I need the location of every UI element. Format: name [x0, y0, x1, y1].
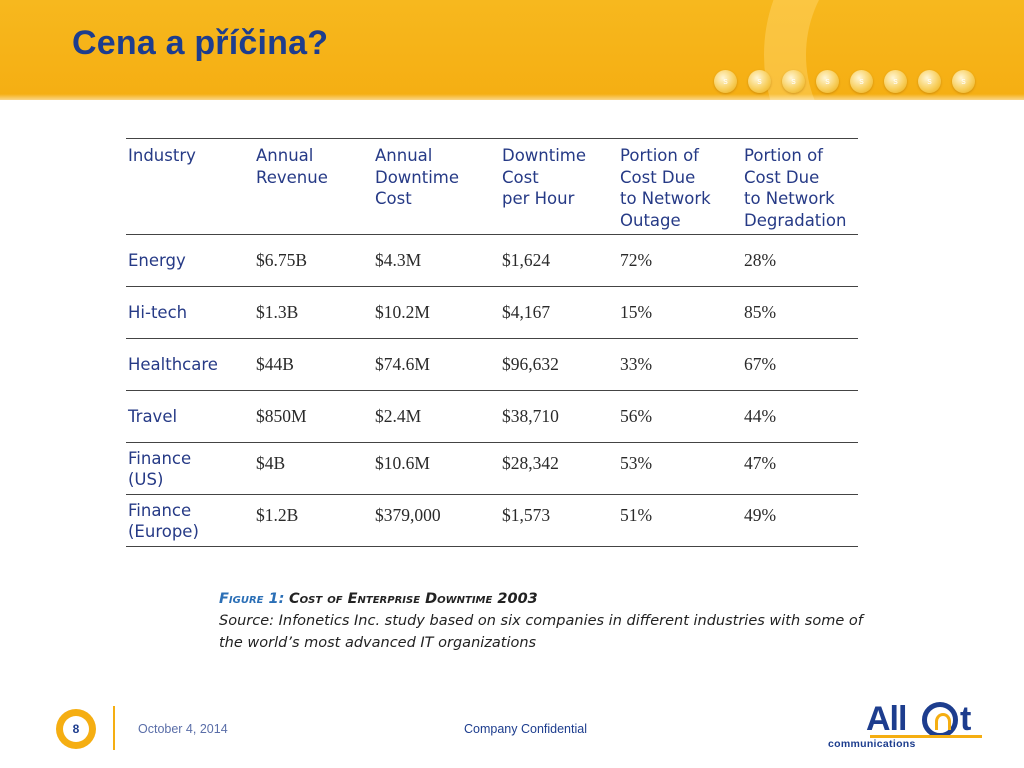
- cell-network-outage-portion: 53%: [620, 453, 653, 473]
- decorative-dot: s: [748, 70, 771, 93]
- logo-wordmark-tail: t: [960, 700, 972, 738]
- table-header-row: Industry Annual Revenue Annual Downtime Cos…: [126, 138, 858, 235]
- cell-downtime-cost-per-hour: $96,632: [502, 354, 559, 374]
- logo-underline: [870, 735, 982, 738]
- table-row: Finance (Europe) $1.2B $379,000 $1,573 51% 49%: [126, 495, 858, 547]
- cell-annual-downtime-cost: $379,000: [375, 505, 441, 525]
- cell-network-outage-portion: 56%: [620, 406, 653, 426]
- decorative-dot: s: [816, 70, 839, 93]
- cell-downtime-cost-per-hour: $28,342: [502, 453, 559, 473]
- footer-confidential: Company Confidential: [464, 722, 587, 736]
- page-number: 8: [63, 716, 89, 742]
- footer-divider: [113, 706, 115, 750]
- cell-annual-revenue: $1.2B: [256, 505, 299, 525]
- cell-downtime-cost-per-hour: $1,573: [502, 505, 551, 525]
- header-annual-revenue: Annual Revenue: [256, 146, 328, 187]
- cell-network-outage-portion: 72%: [620, 250, 653, 270]
- cell-annual-revenue: $44B: [256, 354, 294, 374]
- figure-source: Source: Infonetics Inc. study based on s…: [219, 613, 863, 651]
- cell-network-degradation-portion: 85%: [744, 302, 777, 322]
- downtime-cost-table: Industry Annual Revenue Annual Downtime Cos…: [126, 138, 858, 547]
- cell-industry: Travel: [128, 407, 178, 426]
- cell-annual-revenue: $850M: [256, 406, 307, 426]
- table-row: Hi-tech $1.3B $10.2M $4,167 15% 85%: [126, 287, 858, 339]
- header-network-outage-portion: Portion of Cost Due to Network Outage: [620, 146, 711, 230]
- cell-annual-downtime-cost: $4.3M: [375, 250, 422, 270]
- cell-downtime-cost-per-hour: $1,624: [502, 250, 551, 270]
- cell-industry: Hi-tech: [128, 303, 188, 322]
- allot-logo: All t communications: [826, 698, 988, 754]
- table-row: Travel $850M $2.4M $38,710 56% 44%: [126, 391, 858, 443]
- logo-ring-icon: [922, 702, 958, 738]
- figure-caption: Figure 1: Cost of Enterprise Downtime 20…: [219, 588, 869, 654]
- cell-industry: Finance (US): [128, 448, 192, 489]
- cell-annual-downtime-cost: $2.4M: [375, 406, 422, 426]
- cell-network-outage-portion: 51%: [620, 505, 653, 525]
- header-band: Cena a příčina? s s s s s s s s: [0, 0, 1024, 100]
- header-annual-downtime-cost: Annual Downtime Cost: [375, 146, 460, 208]
- cell-annual-revenue: $1.3B: [256, 302, 299, 322]
- header-downtime-cost-per-hour: Downtime Cost per Hour: [502, 146, 587, 208]
- header-industry: Industry: [128, 146, 196, 165]
- decorative-dot: s: [884, 70, 907, 93]
- cell-downtime-cost-per-hour: $38,710: [502, 406, 559, 426]
- figure-title: Cost of Enterprise Downtime 2003: [289, 591, 538, 607]
- table-body: Energy $6.75B $4.3M $1,624 72% 28% Hi-tech $1.3…: [126, 235, 858, 547]
- cell-network-degradation-portion: 49%: [744, 505, 777, 525]
- table-row: Healthcare $44B $74.6M $96,632 33% 67%: [126, 339, 858, 391]
- cell-annual-revenue: $4B: [256, 453, 286, 473]
- header-network-degradation-portion: Portion of Cost Due to Network Degradation: [744, 146, 847, 230]
- slide-title: Cena a příčina?: [72, 24, 329, 62]
- decorative-dot: s: [918, 70, 941, 93]
- table-row: Finance (US) $4B $10.6M $28,342 53% 47%: [126, 443, 858, 495]
- figure-label: Figure 1:: [219, 591, 285, 607]
- cell-industry: Energy: [128, 251, 186, 270]
- page-number-badge: 8: [56, 709, 96, 749]
- cell-network-outage-portion: 33%: [620, 354, 653, 374]
- cell-industry: Healthcare: [128, 355, 218, 374]
- cell-network-degradation-portion: 47%: [744, 453, 777, 473]
- footer-date: October 4, 2014: [138, 722, 228, 736]
- cell-network-degradation-portion: 28%: [744, 250, 777, 270]
- cell-network-outage-portion: 15%: [620, 302, 653, 322]
- cell-annual-downtime-cost: $74.6M: [375, 354, 430, 374]
- decorative-dot: s: [782, 70, 805, 93]
- table-row: Energy $6.75B $4.3M $1,624 72% 28%: [126, 235, 858, 287]
- cell-annual-downtime-cost: $10.6M: [375, 453, 430, 473]
- decorative-dot: s: [952, 70, 975, 93]
- cell-annual-downtime-cost: $10.2M: [375, 302, 430, 322]
- cell-network-degradation-portion: 67%: [744, 354, 777, 374]
- cell-downtime-cost-per-hour: $4,167: [502, 302, 551, 322]
- cell-industry: Finance (Europe): [128, 500, 199, 541]
- cell-network-degradation-portion: 44%: [744, 406, 777, 426]
- decorative-dots: s s s s s s s s: [714, 70, 975, 93]
- decorative-dot: s: [714, 70, 737, 93]
- decorative-dot: s: [850, 70, 873, 93]
- cell-annual-revenue: $6.75B: [256, 250, 308, 270]
- logo-subtitle: communications: [828, 738, 916, 750]
- logo-wordmark: All: [866, 700, 907, 738]
